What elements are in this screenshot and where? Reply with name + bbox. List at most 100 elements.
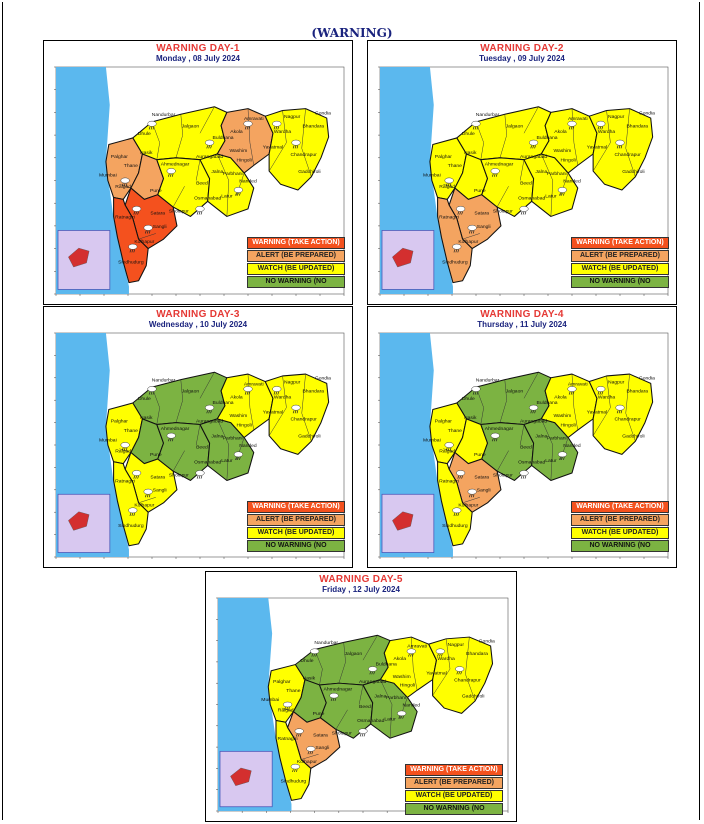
rain-cloud-icon bbox=[567, 120, 577, 130]
district-label: Satara bbox=[313, 733, 328, 739]
warning-panel-day-2: WARNING DAY-2 Tuesday , 09 July 2024 Nan… bbox=[367, 40, 677, 305]
district-border bbox=[475, 121, 484, 160]
district-label: Osmanabad bbox=[194, 460, 221, 466]
district-label: Sindhudurg bbox=[118, 523, 144, 529]
rain-cloud-icon bbox=[128, 507, 138, 517]
rain-cloud-icon bbox=[452, 507, 462, 517]
inset-state-shape bbox=[230, 767, 252, 786]
district-label: Hingoli bbox=[561, 422, 576, 428]
panel-date: Friday , 12 July 2024 bbox=[322, 585, 400, 594]
zone-north-konkan bbox=[105, 137, 143, 200]
district-label: Beed bbox=[196, 445, 208, 451]
district-label: Aurangabad bbox=[359, 679, 387, 685]
district-label: Washim bbox=[230, 148, 248, 154]
district-label: Sindhudurg bbox=[281, 779, 307, 785]
rain-cloud-icon bbox=[596, 386, 606, 395]
district-label: Osmanabad bbox=[194, 195, 221, 201]
map-legend: WARNING (TAKE ACTION) ALERT (BE PREPARED… bbox=[247, 237, 345, 289]
panel-date: Thursday , 11 July 2024 bbox=[477, 320, 567, 329]
rain-cloud-icon bbox=[471, 386, 481, 395]
rain-cloud-icon bbox=[195, 470, 205, 479]
district-label: Nasik bbox=[140, 150, 153, 156]
district-label: Kolhapur bbox=[297, 759, 317, 765]
panel-date: Monday , 08 July 2024 bbox=[155, 54, 241, 63]
district-label: Osmanabad bbox=[357, 718, 385, 724]
zone-west-vidarbha bbox=[540, 108, 598, 174]
district-label: Sangli bbox=[153, 488, 167, 494]
district-label: Dhule bbox=[462, 396, 475, 402]
district-label: Jalgaon bbox=[506, 124, 524, 130]
rain-cloud-icon bbox=[272, 120, 282, 130]
district-label: Nagpur bbox=[608, 114, 625, 120]
legend-alert: ALERT (BE PREPARED) bbox=[247, 514, 345, 526]
district-label: Wardha bbox=[274, 394, 292, 400]
district-border bbox=[195, 159, 201, 181]
panel-title: WARNING DAY-2 bbox=[480, 43, 564, 54]
zone-south-konkan bbox=[113, 461, 149, 547]
district-label: Chandrapur bbox=[291, 152, 318, 158]
district-label: Satara bbox=[474, 211, 489, 217]
district-label: Pune bbox=[150, 452, 162, 458]
district-border bbox=[443, 448, 455, 453]
district-label: Gadchiroli bbox=[622, 169, 644, 175]
warning-panel-day-4: WARNING DAY-4 Thursday , 11 July 2024 Na… bbox=[367, 306, 677, 568]
rain-cloud-icon bbox=[205, 139, 215, 149]
district-label: Yavatmal bbox=[587, 144, 607, 150]
district-label: Sholapur bbox=[332, 731, 352, 737]
district-label: Buldhana bbox=[376, 662, 398, 668]
district-border bbox=[519, 424, 525, 446]
panel-date: Tuesday , 09 July 2024 bbox=[479, 54, 565, 63]
district-label: Akola bbox=[230, 129, 243, 135]
district-label: Wardha bbox=[598, 129, 615, 135]
legend-watch: WATCH (BE UPDATED) bbox=[247, 527, 345, 539]
district-label: Ahmednagar bbox=[161, 161, 190, 167]
district-label: Gadchiroli bbox=[462, 694, 485, 700]
district-label: Jalna bbox=[535, 169, 547, 175]
district-border bbox=[199, 106, 215, 134]
district-border bbox=[268, 375, 287, 436]
district-border bbox=[496, 186, 509, 208]
district-border bbox=[443, 184, 455, 189]
rain-cloud-icon bbox=[291, 139, 301, 149]
zone-south-konkan bbox=[437, 461, 473, 547]
district-border bbox=[338, 642, 346, 684]
district-label: Sangli bbox=[153, 224, 167, 230]
district-label: Buldhana bbox=[213, 400, 234, 406]
zone-west-vidarbha bbox=[216, 108, 274, 174]
district-label: Buldhana bbox=[537, 135, 558, 141]
district-label: Aurangabad bbox=[196, 419, 223, 425]
district-label: Raigad bbox=[115, 184, 131, 190]
district-border bbox=[314, 649, 323, 686]
inset-state-shape bbox=[392, 247, 414, 268]
rain-cloud-icon bbox=[529, 404, 539, 414]
legend-watch: WATCH (BE UPDATED) bbox=[571, 263, 669, 275]
district-border bbox=[138, 497, 156, 504]
district-label: Jalgaon bbox=[506, 389, 524, 395]
district-label: Akola bbox=[554, 394, 567, 400]
rain-cloud-icon bbox=[306, 746, 316, 755]
rain-cloud-icon bbox=[456, 470, 466, 479]
panel-title: WARNING DAY-4 bbox=[480, 309, 564, 320]
district-label: Amravati bbox=[244, 381, 264, 387]
district-border bbox=[462, 497, 480, 504]
legend-warning: WARNING (TAKE ACTION) bbox=[247, 237, 345, 249]
legend-alert: ALERT (BE PREPARED) bbox=[571, 514, 669, 526]
district-label: Washim bbox=[554, 148, 572, 154]
district-label: Hingoli bbox=[237, 158, 252, 164]
district-label: Aurangabad bbox=[196, 154, 223, 160]
district-label: Satara bbox=[150, 475, 165, 481]
district-label: Ratnagiri bbox=[439, 478, 459, 484]
district-border bbox=[247, 108, 254, 166]
district-border bbox=[496, 450, 509, 472]
district-border bbox=[541, 153, 554, 217]
district-label: Thane bbox=[124, 428, 138, 434]
district-label: Osmanabad bbox=[518, 195, 545, 201]
district-label: Thane bbox=[448, 428, 462, 434]
rain-cloud-icon bbox=[490, 432, 500, 442]
legend-warning: WARNING (TAKE ACTION) bbox=[571, 237, 669, 249]
district-label: Yavatmal bbox=[587, 409, 607, 415]
district-label: Sindhudurg bbox=[118, 260, 144, 266]
district-label: Parbhani bbox=[547, 435, 567, 441]
zone-west-vidarbha bbox=[379, 636, 437, 698]
district-border bbox=[247, 374, 254, 431]
